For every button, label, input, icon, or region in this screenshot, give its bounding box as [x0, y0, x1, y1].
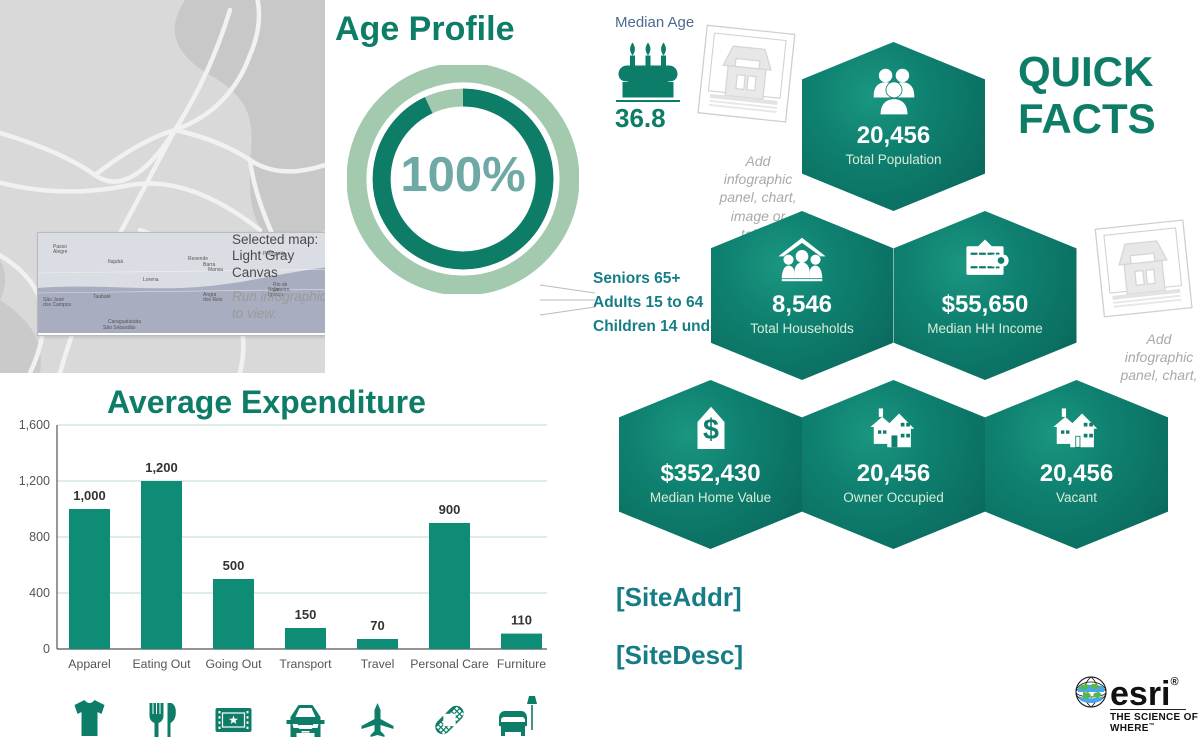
svg-text:1,600: 1,600 [19, 420, 50, 432]
svg-text:Eating Out: Eating Out [132, 657, 191, 671]
svg-text:500: 500 [223, 558, 245, 573]
svg-text:Furniture: Furniture [497, 657, 546, 671]
svg-text:dos Reis: dos Reis [203, 297, 223, 303]
svg-text:800: 800 [29, 530, 50, 544]
svg-text:Apparel: Apparel [68, 657, 110, 671]
svg-text:Transport: Transport [279, 657, 332, 671]
svg-text:900: 900 [439, 502, 461, 517]
svg-text:1,200: 1,200 [19, 474, 50, 488]
svg-text:Personal Care: Personal Care [410, 657, 489, 671]
svg-text:Travel: Travel [361, 657, 395, 671]
svg-text:dos Campos: dos Campos [43, 302, 72, 308]
svg-text:Mansa: Mansa [208, 267, 223, 273]
svg-text:São Sebastião: São Sebastião [103, 325, 136, 331]
svg-text:0: 0 [43, 642, 50, 656]
svg-text:Itajubá: Itajubá [108, 259, 123, 265]
svg-text:110: 110 [511, 613, 532, 628]
svg-text:100%: 100% [400, 148, 525, 202]
svg-text:1,200: 1,200 [145, 460, 178, 475]
svg-text:Taubaté: Taubaté [93, 294, 111, 300]
svg-text:150: 150 [295, 607, 317, 622]
svg-text:400: 400 [29, 586, 50, 600]
svg-text:Going Out: Going Out [205, 657, 262, 671]
svg-text:Alegre: Alegre [53, 249, 68, 255]
svg-text:1,000: 1,000 [73, 488, 106, 503]
svg-text:Lorena: Lorena [143, 277, 159, 283]
svg-text:$: $ [703, 414, 719, 446]
svg-text:70: 70 [370, 618, 384, 633]
